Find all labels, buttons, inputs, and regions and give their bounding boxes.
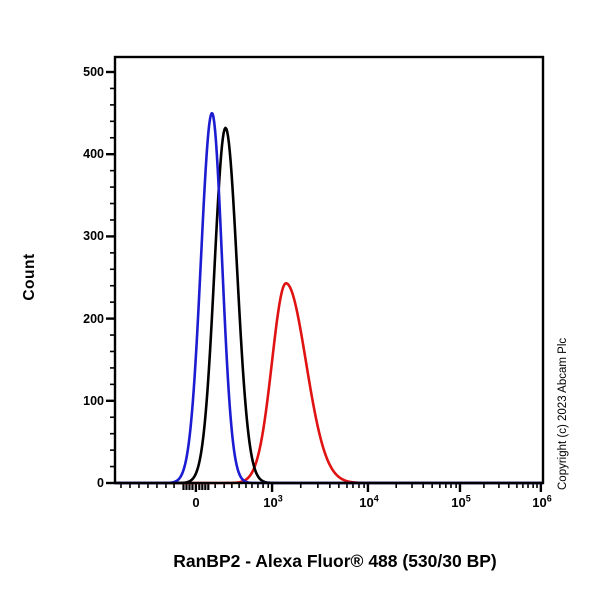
y-tick-label-100: 100 xyxy=(83,394,104,408)
x-tick-label-0: 0 xyxy=(192,495,200,510)
plot-border xyxy=(113,55,545,485)
blue-histogram-control xyxy=(114,111,544,485)
x-tick-label-1e5: 105 xyxy=(451,493,471,510)
y-tick-label-400: 400 xyxy=(83,147,104,161)
x-tick-label-1e3: 103 xyxy=(263,493,283,510)
copyright-text: Copyright (c) 2023 Abcam Plc xyxy=(557,337,569,490)
x-tick-label-1e6: 106 xyxy=(532,493,552,510)
x-tick-label-1e4: 104 xyxy=(359,493,379,510)
y-tick-label-200: 200 xyxy=(83,312,104,326)
y-tick-label-500: 500 xyxy=(83,65,104,79)
red-histogram-antibody-stained xyxy=(114,281,544,485)
y-tick-label-0: 0 xyxy=(97,476,104,490)
x-axis-title: RanBP2 - Alexa Fluor® 488 (530/30 BP) xyxy=(173,551,497,571)
y-axis-title: Count xyxy=(21,253,38,301)
y-tick-label-300: 300 xyxy=(83,229,104,243)
black-histogram-control xyxy=(114,126,544,485)
